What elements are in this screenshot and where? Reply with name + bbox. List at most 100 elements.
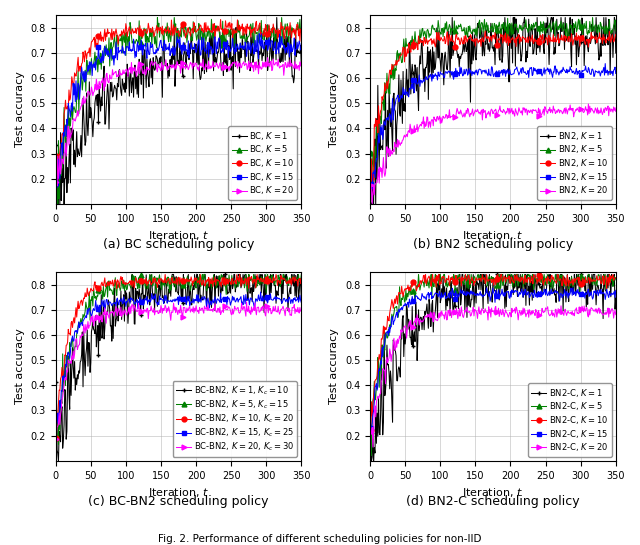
BC, $K = 10$	[52, 153, 60, 160]
Legend: BC, $K = 1$, BC, $K = 5$, BC, $K = 10$, BC, $K = 15$, BC, $K = 20$: BC, $K = 1$, BC, $K = 5$, BC, $K = 10$, …	[228, 126, 297, 200]
BN2, $K = 1$	[481, 52, 488, 59]
BC-BN2, $K = 1$, $K_c = 10$	[198, 297, 206, 304]
BN2-C, $K = 5$	[367, 428, 374, 435]
BC-BN2, $K = 1$, $K_c = 10$	[184, 271, 192, 278]
BC, $K = 20$	[198, 62, 205, 68]
BC, $K = 1$	[289, 74, 296, 80]
BC, $K = 5$	[118, 50, 126, 56]
BC, $K = 1$	[166, 56, 174, 63]
Line: BC-BN2, $K = 1$, $K_c = 10$: BC-BN2, $K = 1$, $K_c = 10$	[54, 272, 304, 463]
BN2-C, $K = 5$	[367, 452, 375, 459]
BN2-C, $K = 10$	[498, 275, 506, 282]
BC, $K = 10$	[184, 26, 191, 32]
BC, $K = 5$	[154, 14, 161, 21]
BN2-C, $K = 1$	[436, 271, 444, 278]
BN2-C, $K = 10$	[481, 275, 488, 281]
BN2, $K = 15$	[610, 67, 618, 74]
BN2-C, $K = 1$	[499, 271, 507, 278]
BC-BN2, $K = 20$, $K_c = 30$	[197, 307, 205, 313]
BN2, $K = 10$	[603, 36, 611, 43]
BC-BN2, $K = 1$, $K_c = 10$	[118, 302, 126, 309]
BC, $K = 5$	[184, 28, 192, 34]
BN2, $K = 10$	[612, 31, 620, 38]
BC, $K = 15$	[255, 31, 263, 37]
BC-BN2, $K = 20$, $K_c = 30$	[118, 313, 125, 320]
BC, $K = 1$	[184, 52, 191, 59]
BN2, $K = 20$	[584, 101, 592, 107]
BN2-C, $K = 20$	[512, 304, 520, 310]
BN2-C, $K = 1$	[603, 288, 611, 294]
BC, $K = 15$	[298, 47, 305, 53]
BC, $K = 20$	[118, 71, 126, 78]
BC-BN2, $K = 1$, $K_c = 10$	[128, 271, 136, 278]
BN2, $K = 15$	[433, 72, 440, 79]
BN2-C, $K = 20$	[481, 308, 488, 315]
BC-BN2, $K = 5$, $K_c = 15$	[167, 287, 175, 294]
BC, $K = 1$	[118, 76, 126, 82]
BN2, $K = 20$	[433, 114, 440, 120]
BC, $K = 15$	[54, 184, 61, 191]
BN2, $K = 1$	[612, 50, 620, 56]
BC-BN2, $K = 20$, $K_c = 30$	[52, 435, 60, 442]
BN2-C, $K = 1$	[367, 435, 374, 442]
BC, $K = 20$	[264, 54, 271, 61]
BN2, $K = 5$	[603, 22, 611, 29]
BN2-C, $K = 15$	[497, 291, 505, 298]
BN2, $K = 20$	[498, 108, 506, 115]
BN2, $K = 15$	[367, 180, 374, 187]
BC, $K = 1$	[53, 201, 61, 207]
Line: BN2-C, $K = 1$: BN2-C, $K = 1$	[369, 272, 618, 463]
BC-BN2, $K = 10$, $K_c = 20$	[184, 278, 191, 285]
BC-BN2, $K = 10$, $K_c = 20$	[298, 275, 305, 282]
BC, $K = 5$	[52, 189, 60, 196]
BC-BN2, $K = 20$, $K_c = 30$	[183, 305, 191, 311]
BC, $K = 5$	[289, 25, 296, 31]
BC-BN2, $K = 1$, $K_c = 10$	[296, 289, 303, 295]
BC, $K = 10$	[118, 31, 126, 38]
Line: BC-BN2, $K = 10$, $K_c = 20$: BC-BN2, $K = 10$, $K_c = 20$	[54, 272, 304, 440]
BN2, $K = 5$	[367, 176, 375, 183]
BN2-C, $K = 10$	[512, 277, 520, 284]
BC-BN2, $K = 15$, $K_c = 25$	[184, 293, 191, 300]
BC-BN2, $K = 15$, $K_c = 25$	[53, 420, 61, 427]
Text: (a) BC scheduling policy: (a) BC scheduling policy	[103, 238, 254, 251]
BC-BN2, $K = 15$, $K_c = 25$	[166, 298, 174, 305]
BC-BN2, $K = 20$, $K_c = 30$	[294, 308, 302, 314]
BN2-C, $K = 1$	[513, 285, 520, 292]
BC, $K = 20$	[296, 67, 303, 74]
BN2-C, $K = 15$	[609, 292, 617, 298]
BC, $K = 5$	[167, 38, 175, 45]
BN2, $K = 10$	[433, 29, 440, 36]
Text: (b) BN2 scheduling policy: (b) BN2 scheduling policy	[413, 238, 573, 251]
BC-BN2, $K = 1$, $K_c = 10$	[54, 458, 62, 464]
BN2, $K = 15$	[612, 70, 620, 77]
BC-BN2, $K = 10$, $K_c = 20$	[52, 434, 60, 441]
Line: BN2, $K = 20$: BN2, $K = 20$	[369, 101, 618, 207]
BN2-C, $K = 20$	[610, 315, 618, 322]
BC, $K = 5$	[296, 26, 303, 32]
BN2, $K = 5$	[481, 16, 488, 23]
BC-BN2, $K = 20$, $K_c = 30$	[287, 312, 295, 319]
BC-BN2, $K = 5$, $K_c = 15$	[198, 271, 206, 278]
BN2-C, $K = 5$	[499, 282, 507, 289]
BN2, $K = 15$	[481, 67, 488, 74]
BC-BN2, $K = 10$, $K_c = 20$	[198, 281, 205, 288]
BC-BN2, $K = 5$, $K_c = 15$	[298, 271, 305, 278]
Line: BN2-C, $K = 15$: BN2-C, $K = 15$	[369, 285, 618, 431]
BC, $K = 5$	[198, 37, 206, 43]
BC-BN2, $K = 15$, $K_c = 25$	[298, 299, 305, 306]
Line: BC, $K = 1$: BC, $K = 1$	[54, 15, 304, 207]
BN2-C, $K = 15$	[569, 284, 577, 291]
BN2, $K = 5$	[498, 21, 506, 28]
BN2, $K = 15$	[603, 69, 611, 75]
BC, $K = 1$	[296, 50, 303, 57]
Line: BC, $K = 15$: BC, $K = 15$	[54, 31, 304, 190]
Line: BC-BN2, $K = 20$, $K_c = 30$: BC-BN2, $K = 20$, $K_c = 30$	[54, 299, 304, 441]
BN2, $K = 5$	[612, 28, 620, 34]
BN2-C, $K = 5$	[481, 278, 489, 284]
BN2-C, $K = 1$	[610, 272, 618, 279]
X-axis label: Iteration, $t$: Iteration, $t$	[463, 229, 524, 242]
BC, $K = 15$	[198, 34, 205, 40]
BC, $K = 10$	[298, 27, 305, 34]
BN2-C, $K = 5$	[415, 271, 422, 278]
